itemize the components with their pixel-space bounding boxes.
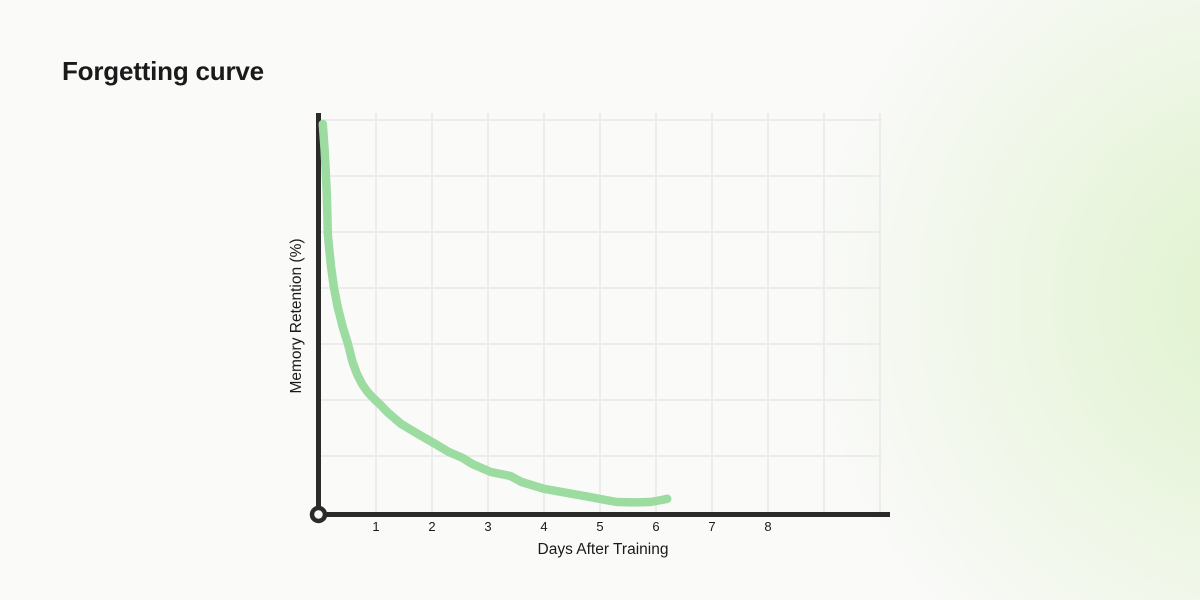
y-axis-label: Memory Retention (%): [288, 238, 305, 393]
chart-title: Forgetting curve: [62, 56, 264, 86]
x-tick-label: 1: [372, 519, 379, 534]
grid-lines: [318, 113, 882, 513]
x-tick-label: 5: [596, 519, 603, 534]
x-tick-label: 4: [540, 519, 547, 534]
x-axis-label: Days After Training: [538, 541, 669, 558]
origin-marker: [309, 505, 328, 524]
x-tick-label: 2: [428, 519, 435, 534]
x-tick-label: 8: [764, 519, 771, 534]
x-tick-label: 3: [484, 519, 491, 534]
x-tick-label: 6: [652, 519, 659, 534]
retention-curve-group: [318, 119, 672, 507]
retention-curve: [318, 119, 672, 507]
x-tick-label: 7: [708, 519, 715, 534]
x-tick-labels: 1 2 3 4 5 6 7 8: [372, 519, 771, 534]
